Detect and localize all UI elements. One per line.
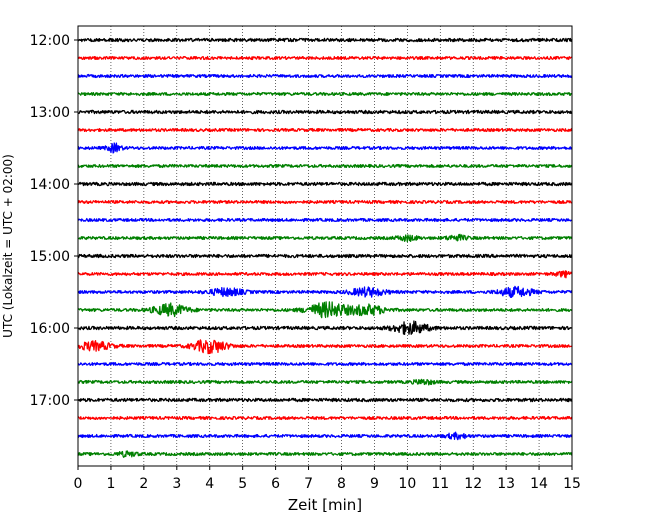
trace-1345 (77, 163, 573, 169)
trace-1415 (77, 199, 573, 205)
x-tick-label: 12 (464, 476, 482, 492)
trace-1230 (77, 73, 573, 79)
y-tick-label: 12:00 (30, 33, 70, 49)
x-tick-label: 6 (271, 476, 280, 492)
trace-1330 (77, 142, 573, 154)
trace-1530 (77, 285, 573, 298)
trace-1445 (77, 233, 573, 243)
trace-1700 (77, 397, 573, 403)
trace-1615 (77, 339, 573, 355)
x-tick-label: 11 (431, 476, 449, 492)
trace-1215 (77, 55, 573, 61)
x-tick-label: 9 (370, 476, 379, 492)
x-tick-label: 4 (205, 476, 214, 492)
plot-frame (77, 25, 573, 467)
x-axis-ticks: 0 1 2 3 4 5 6 7 8 9 10 11 12 13 14 15 (74, 466, 581, 492)
trace-1630 (77, 361, 573, 367)
trace-1715 (77, 415, 573, 421)
trace-1300 (77, 109, 573, 115)
x-axis-label: Zeit [min] (288, 496, 362, 514)
trace-1645 (77, 378, 573, 386)
y-tick-label: 14:00 (30, 177, 70, 193)
x-tick-label: 7 (304, 476, 313, 492)
y-tick-label: 13:00 (30, 105, 70, 121)
x-tick-label: 15 (563, 476, 581, 492)
x-tick-label: 10 (398, 476, 416, 492)
y-axis-ticks: 12:00 13:00 14:00 15:00 16:00 17:00 (30, 33, 78, 409)
y-axis-label: UTC (Lokalzeit = UTC + 02:00) (1, 154, 15, 338)
trace-1545 (77, 301, 573, 319)
y-tick-label: 16:00 (30, 321, 70, 337)
x-tick-label: 3 (172, 476, 181, 492)
trace-1245 (77, 91, 573, 97)
x-tick-label: 5 (238, 476, 247, 492)
trace-1745 (77, 450, 573, 458)
x-tick-label: 2 (139, 476, 148, 492)
trace-1515 (77, 270, 573, 279)
trace-1500 (77, 253, 573, 259)
grid-lines (110, 26, 540, 466)
x-tick-label: 13 (497, 476, 515, 492)
trace-1400 (77, 181, 573, 187)
y-tick-label: 17:00 (30, 393, 70, 409)
x-tick-label: 14 (530, 476, 548, 492)
trace-1200 (77, 37, 573, 43)
x-tick-label: 0 (74, 476, 83, 492)
x-tick-label: 8 (337, 476, 346, 492)
trace-1315 (77, 127, 573, 133)
trace-1730 (77, 431, 573, 441)
seismogram-traces (77, 37, 573, 458)
y-tick-label: 15:00 (30, 249, 70, 265)
x-tick-label: 1 (106, 476, 115, 492)
trace-1600 (77, 320, 573, 335)
trace-1430 (77, 217, 573, 223)
